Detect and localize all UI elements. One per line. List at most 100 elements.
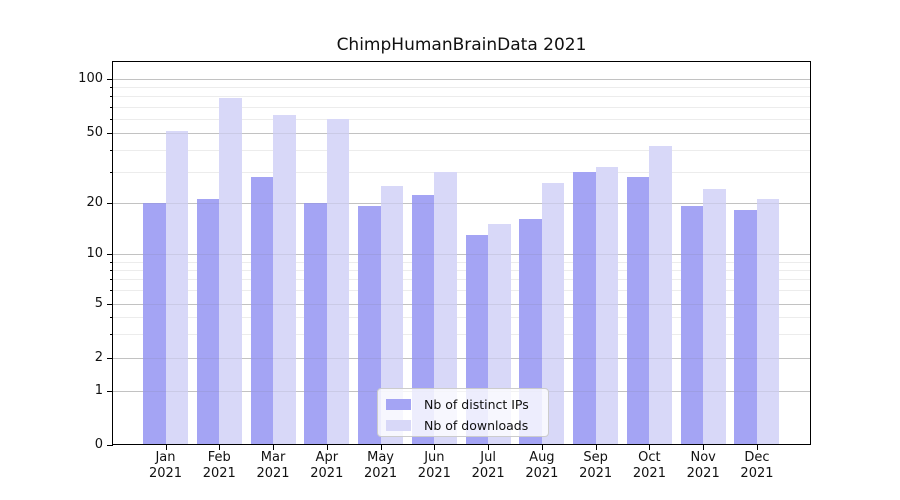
gridline-minor-y9 <box>112 261 811 263</box>
bar-ips-oct <box>626 176 650 445</box>
bar-ips-jan <box>143 202 166 445</box>
x-tick-label-nov: Nov 2021 <box>686 450 720 481</box>
y-minortick-7 <box>109 279 113 281</box>
gridline-major-y20 <box>112 202 811 204</box>
x-tick-label-feb: Feb 2021 <box>202 450 236 481</box>
gridline-minor-y6 <box>112 290 811 292</box>
x-tick-mar <box>273 445 275 451</box>
y-tick-1 <box>107 391 113 392</box>
bar-ips-apr <box>304 202 327 445</box>
y-tick-10 <box>107 254 113 255</box>
y-minortick-6 <box>109 290 113 292</box>
gridline-major-y5 <box>112 303 811 305</box>
x-tick-label-apr: Apr 2021 <box>310 450 344 481</box>
gridline-minor-y70 <box>112 106 811 108</box>
gridline-overlay-y100 <box>112 79 811 80</box>
bar-downloads-feb <box>219 98 242 445</box>
x-tick-oct <box>649 445 651 451</box>
gridline-overlay-y5 <box>112 303 811 305</box>
y-tick-label-20: 20 <box>86 194 103 210</box>
y-minortick-70 <box>109 106 113 108</box>
x-tick-label-mar: Mar 2021 <box>256 450 290 481</box>
x-tick-aug <box>541 445 543 451</box>
x-tick-jan <box>165 445 167 451</box>
gridline-minor-y90 <box>112 87 811 89</box>
y-tick-label-2: 2 <box>94 349 103 365</box>
gridline-minor-y4 <box>112 316 811 318</box>
y-tick-50 <box>107 133 113 134</box>
x-tick-apr <box>326 445 328 451</box>
y-minortick-40 <box>109 149 113 151</box>
gridline-minor-y40 <box>112 149 811 151</box>
bar-downloads-jan <box>165 131 188 445</box>
bar-ips-sep <box>573 171 596 445</box>
legend: Nb of distinct IPs Nb of downloads <box>377 388 549 437</box>
y-tick-label-50: 50 <box>86 125 103 140</box>
x-tick-may <box>380 445 382 451</box>
chart-title: ChimpHumanBrainData 2021 <box>336 35 587 55</box>
x-tick-jun <box>434 445 436 451</box>
y-tick-label-1: 1 <box>94 383 103 398</box>
y-minortick-80 <box>109 96 113 98</box>
bar-downloads-nov <box>703 188 726 445</box>
x-tick-feb <box>219 445 221 451</box>
y-minortick-3 <box>109 333 113 335</box>
legend-label-distinct-ips: Nb of distinct IPs <box>424 397 529 412</box>
y-minortick-60 <box>109 118 113 120</box>
x-tick-dec <box>756 445 758 451</box>
gridline-major-y50 <box>112 133 811 134</box>
y-tick-label-5: 5 <box>94 295 103 311</box>
y-tick-2 <box>107 357 113 359</box>
x-tick-label-aug: Aug 2021 <box>525 450 559 481</box>
y-tick-label-0: 0 <box>94 436 103 452</box>
legend-label-downloads: Nb of downloads <box>424 418 529 433</box>
legend-entry-distinct-ips: Nb of distinct IPs <box>378 394 548 415</box>
y-tick-5 <box>107 303 113 305</box>
x-tick-label-oct: Oct 2021 <box>632 450 666 481</box>
y-tick-label-100: 100 <box>78 71 103 86</box>
gridline-overlay-y50 <box>112 133 811 134</box>
gridline-major-y2 <box>112 357 811 359</box>
y-tick-20 <box>107 202 113 204</box>
y-minortick-30 <box>109 171 113 173</box>
x-tick-jul <box>488 445 490 451</box>
bar-ips-jun <box>411 195 435 445</box>
y-minortick-9 <box>109 261 113 263</box>
x-tick-label-may: May 2021 <box>364 450 398 481</box>
bar-ips-feb <box>196 198 220 445</box>
gridline-minor-y80 <box>112 96 811 98</box>
legend-swatch-downloads <box>386 420 411 431</box>
x-tick-label-jun: Jun 2021 <box>417 450 451 481</box>
gridline-major-y100 <box>112 79 811 80</box>
bar-ips-may <box>358 206 381 445</box>
gridline-major-y10 <box>112 254 811 255</box>
bar-downloads-mar <box>273 114 296 445</box>
bar-downloads-apr <box>326 118 350 445</box>
bar-downloads-sep <box>595 166 619 445</box>
x-tick-label-jul: Jul 2021 <box>471 450 505 481</box>
gridline-minor-y60 <box>112 118 811 120</box>
x-tick-label-sep: Sep 2021 <box>579 450 613 481</box>
bar-downloads-oct <box>649 146 672 445</box>
bar-downloads-aug <box>541 182 565 445</box>
bar-downloads-jun <box>434 171 457 445</box>
x-tick-label-dec: Dec 2021 <box>740 450 774 481</box>
x-tick-label-jan: Jan 2021 <box>148 450 183 481</box>
y-minortick-4 <box>109 316 113 318</box>
bar-downloads-dec <box>756 198 780 445</box>
y-minortick-8 <box>109 269 113 271</box>
gridline-minor-y30 <box>112 171 811 173</box>
y-tick-100 <box>107 79 113 80</box>
gridline-minor-y8 <box>112 269 811 271</box>
bar-ips-nov <box>680 206 704 445</box>
legend-entry-downloads: Nb of downloads <box>378 415 548 436</box>
x-tick-sep <box>595 445 597 451</box>
bar-downloads-may <box>380 185 404 445</box>
bar-ips-mar <box>250 176 274 445</box>
legend-swatch-distinct-ips <box>386 399 411 410</box>
y-minortick-90 <box>109 87 113 89</box>
y-tick-label-10: 10 <box>86 246 103 261</box>
gridline-minor-y3 <box>112 333 811 335</box>
gridline-overlay-y10 <box>112 254 811 255</box>
